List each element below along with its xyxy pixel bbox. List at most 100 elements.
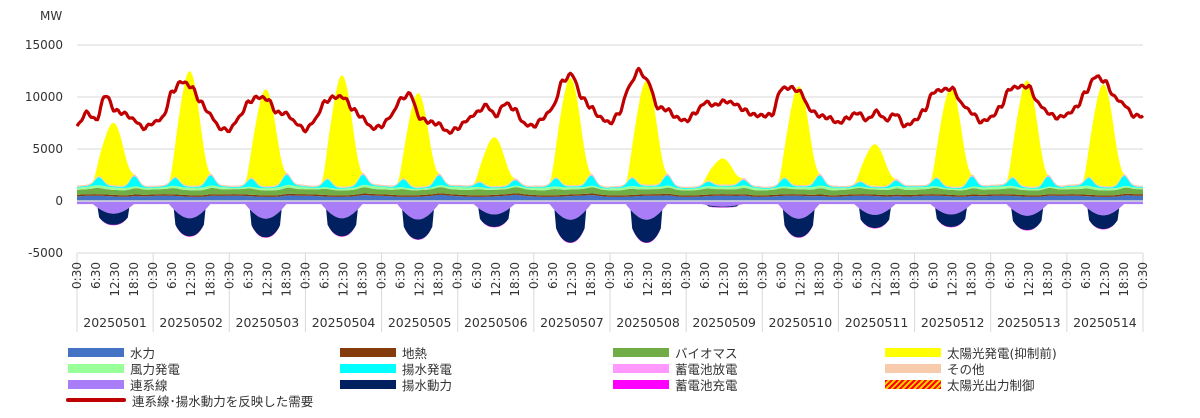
area-pumped_gen <box>77 174 1143 189</box>
time-tick-label: 12:30 <box>641 262 655 297</box>
legend-label: 連系線･揚水動力を反映した需要 <box>132 393 314 409</box>
legend-item-curtail: 太陽光出力制御 <box>885 377 1035 393</box>
time-tick-label: 18:30 <box>279 262 293 297</box>
legend-label: 連系線 <box>130 377 168 393</box>
time-tick-label: 12:30 <box>565 262 579 297</box>
day-label: 20250501 <box>83 315 147 330</box>
legend-item-geothermal: 地熱 <box>340 345 428 361</box>
time-tick-label: 6:30 <box>165 262 179 289</box>
legend-label: 揚水動力 <box>402 377 453 393</box>
time-tick-label: 18:30 <box>356 262 370 297</box>
day-label: 20250513 <box>997 315 1061 330</box>
day-label: 20250504 <box>312 315 376 330</box>
day-label: 20250508 <box>616 315 680 330</box>
legend-label: 風力発電 <box>130 361 181 377</box>
time-tick-label: 18:30 <box>1041 262 1055 297</box>
time-tick-label: 6:30 <box>241 262 255 289</box>
time-tick-label: 18:30 <box>965 262 979 297</box>
time-tick-label: 12:30 <box>260 262 274 297</box>
day-label: 20250506 <box>464 315 528 330</box>
legend-label: 蓄電池充電 <box>675 377 738 393</box>
time-tick-label: 6:30 <box>546 262 560 289</box>
time-tick-label: 0:30 <box>451 262 465 289</box>
time-tick-label: 18:30 <box>1117 262 1131 297</box>
area-battery_chg <box>77 204 1143 243</box>
time-tick-label: 12:30 <box>793 262 807 297</box>
demand-line <box>75 66 1145 135</box>
time-tick-label: 6:30 <box>622 262 636 289</box>
time-tick-label: 18:30 <box>660 262 674 297</box>
time-tick-label: 6:30 <box>89 262 103 289</box>
time-tick-label: 0:30 <box>527 262 541 289</box>
y-tick-label: -5000 <box>28 246 63 260</box>
time-tick-label: 12:30 <box>184 262 198 297</box>
time-tick-label: 18:30 <box>203 262 217 297</box>
time-tick-label: 12:30 <box>337 262 351 297</box>
area-hydro <box>77 194 1143 201</box>
y-tick-label: 10000 <box>25 90 63 104</box>
day-label: 20250503 <box>236 315 300 330</box>
time-tick-label: 0:30 <box>298 262 312 289</box>
time-tick-label: 6:30 <box>927 262 941 289</box>
time-tick-label: 12:30 <box>1098 262 1112 297</box>
legend-item-other: その他 <box>885 361 985 377</box>
time-tick-label: 18:30 <box>736 262 750 297</box>
area-wind <box>77 184 1143 191</box>
time-tick-label: 6:30 <box>1003 262 1017 289</box>
legend-swatch <box>613 347 669 357</box>
legend-swatch <box>340 347 396 357</box>
time-tick-label: 12:30 <box>489 262 503 297</box>
legend-swatch <box>885 379 941 389</box>
legend-swatch <box>613 363 669 373</box>
time-tick-label: 12:30 <box>870 262 884 297</box>
legend-swatch <box>613 379 669 389</box>
time-tick-label: 12:30 <box>946 262 960 297</box>
time-tick-label: 6:30 <box>317 262 331 289</box>
time-tick-label: 12:30 <box>1022 262 1036 297</box>
area-biomass <box>77 187 1143 196</box>
legend-item-battery_dis: 蓄電池放電 <box>613 361 738 377</box>
area-chart: MW 15000 10000 5000 0 -5000 0:30 6:30 12:30 18:3… <box>25 9 1150 332</box>
legend-label: 水力 <box>130 345 156 361</box>
y-tick-label: 5000 <box>32 142 63 156</box>
legend-swatch <box>885 347 941 357</box>
time-tick-label: 18:30 <box>889 262 903 297</box>
legend-item-solar: 太陽光発電(抑制前) <box>885 345 1057 361</box>
legend-label: 地熱 <box>402 345 428 361</box>
time-tick-label: 18:30 <box>432 262 446 297</box>
time-tick-label: 0:30 <box>222 262 236 289</box>
time-tick-label: 18:30 <box>127 262 141 297</box>
time-tick-label: 6:30 <box>698 262 712 289</box>
legend-swatch <box>885 363 941 373</box>
legend-item-hydro: 水力 <box>68 345 156 361</box>
day-label: 20250514 <box>1073 315 1137 330</box>
area-pumped_load <box>77 204 1143 243</box>
area-geothermal <box>77 193 1143 197</box>
time-tick-label: 0:30 <box>908 262 922 289</box>
time-tick-label: 18:30 <box>508 262 522 297</box>
area-other <box>77 173 1143 188</box>
time-tick-label: 6:30 <box>470 262 484 289</box>
area-interconnect <box>77 201 1143 220</box>
time-tick-label: 6:30 <box>1079 262 1093 289</box>
legend-label: 揚水発電 <box>402 361 453 377</box>
legend-label: バイオマス <box>675 345 738 361</box>
time-tick-label: 6:30 <box>774 262 788 289</box>
day-label: 20250507 <box>540 315 604 330</box>
legend-swatch <box>340 379 396 389</box>
time-tick-label: 0:30 <box>984 262 998 289</box>
time-tick-label: 12:30 <box>413 262 427 297</box>
time-tick-label: 0:30 <box>831 262 845 289</box>
y-tick-label: 15000 <box>25 38 63 52</box>
legend-label: 蓄電池放電 <box>675 361 738 377</box>
day-label: 20250511 <box>845 315 909 330</box>
legend-swatch <box>66 398 126 402</box>
legend-item-biomass: バイオマス <box>613 345 738 361</box>
time-tick-label: 6:30 <box>850 262 864 289</box>
day-label: 20250509 <box>692 315 756 330</box>
legend-swatch <box>68 363 124 373</box>
time-tick-label: 0:30 <box>1136 262 1150 289</box>
time-tick-label: 0:30 <box>375 262 389 289</box>
time-tick-label: 0:30 <box>1060 262 1074 289</box>
